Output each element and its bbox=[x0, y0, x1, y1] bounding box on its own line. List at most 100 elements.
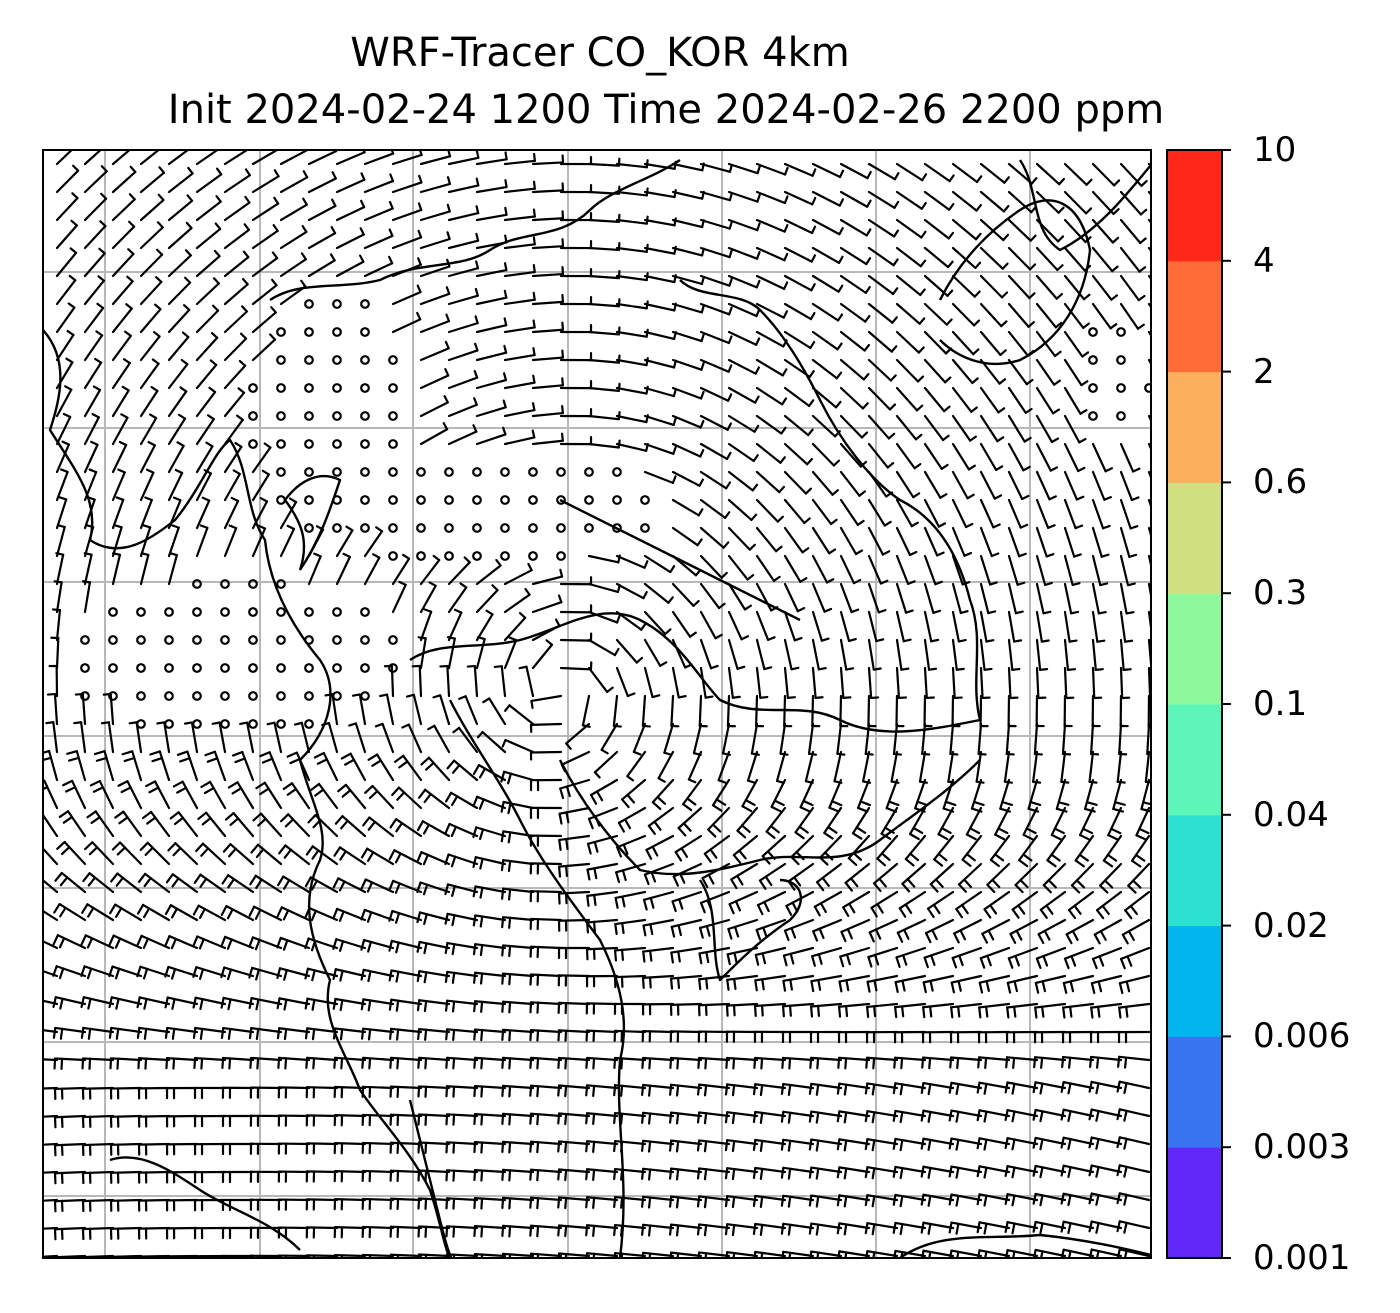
wind-barb bbox=[976, 1109, 1011, 1123]
wind-barb bbox=[420, 756, 451, 782]
wind-barb bbox=[810, 1002, 843, 1018]
wind-barb bbox=[1107, 806, 1123, 841]
wind-barb bbox=[80, 996, 115, 1010]
wind-barb bbox=[671, 498, 704, 517]
wind-barb bbox=[305, 1170, 339, 1183]
wind-barb bbox=[949, 1249, 983, 1258]
calm-circle bbox=[500, 467, 510, 477]
wind-barb bbox=[728, 890, 759, 915]
wind-barb bbox=[670, 946, 703, 964]
wind-barb bbox=[641, 1195, 675, 1209]
wind-barb bbox=[1091, 246, 1119, 273]
wind-barb bbox=[503, 291, 536, 306]
wind-barb bbox=[444, 941, 479, 956]
wind-barb bbox=[307, 253, 336, 278]
wind-barb bbox=[839, 274, 871, 294]
colorbar-segment bbox=[1167, 150, 1222, 262]
wind-barb bbox=[1035, 274, 1064, 300]
wind-barb bbox=[53, 580, 63, 614]
wind-barb bbox=[503, 319, 536, 334]
wind-barb bbox=[501, 1252, 535, 1258]
wind-barb bbox=[55, 440, 71, 474]
wind-barb bbox=[83, 247, 106, 278]
wind-barb bbox=[923, 246, 954, 269]
wind-barb bbox=[503, 236, 536, 250]
wind-barb bbox=[417, 788, 451, 810]
wind-barb bbox=[1119, 554, 1136, 587]
wind-barb bbox=[279, 497, 298, 530]
wind-barb bbox=[279, 150, 309, 166]
wind-barb bbox=[864, 1166, 899, 1180]
calm-circle bbox=[192, 635, 202, 645]
wind-barb bbox=[167, 150, 190, 166]
wind-barb bbox=[559, 604, 593, 614]
coastline-inland1 bbox=[559, 498, 801, 622]
calm-circle bbox=[136, 635, 146, 645]
wind-barb bbox=[921, 1056, 955, 1070]
wind-barb bbox=[613, 1029, 647, 1043]
wind-barb bbox=[332, 997, 367, 1012]
calm-circle bbox=[332, 439, 342, 449]
wind-barb bbox=[447, 556, 471, 586]
wind-barb bbox=[1121, 918, 1151, 945]
wind-barb bbox=[948, 1165, 983, 1179]
wind-barb bbox=[417, 1085, 451, 1098]
wind-barb bbox=[669, 1002, 703, 1016]
wind-barb bbox=[249, 1086, 283, 1099]
wind-barb bbox=[979, 442, 1004, 472]
wind-barb bbox=[324, 693, 339, 726]
wind-barb bbox=[1140, 778, 1151, 813]
wind-barb bbox=[136, 903, 171, 922]
wind-barb bbox=[641, 1111, 675, 1125]
wind-barb bbox=[394, 754, 423, 782]
chart-subtitle: Init 2024-02-24 1200 Time 2024-02-26 220… bbox=[167, 87, 1165, 133]
wind-barb bbox=[192, 996, 227, 1011]
wind-barb bbox=[172, 780, 199, 810]
wind-barb bbox=[46, 692, 59, 726]
wind-barb bbox=[139, 496, 153, 530]
wind-barb bbox=[923, 582, 942, 614]
wind-barb bbox=[699, 470, 732, 490]
wind-barb bbox=[335, 150, 366, 166]
wind-barb bbox=[279, 524, 296, 558]
wind-barb bbox=[730, 862, 759, 890]
wind-barb bbox=[139, 193, 165, 222]
wind-barb bbox=[923, 470, 948, 499]
wind-barb bbox=[1119, 638, 1132, 671]
wind-barb bbox=[780, 1138, 815, 1152]
wind-barb bbox=[979, 386, 1006, 414]
wind-barb bbox=[139, 552, 150, 586]
wind-barb bbox=[727, 470, 759, 492]
wind-barb bbox=[557, 1084, 591, 1098]
wind-barb bbox=[1118, 974, 1151, 995]
wind-barb bbox=[444, 999, 479, 1013]
wind-barb bbox=[976, 1165, 1011, 1179]
wind-barb bbox=[783, 610, 803, 642]
wind-barb bbox=[669, 1030, 703, 1043]
wind-barb bbox=[417, 636, 427, 670]
wind-barb bbox=[643, 554, 676, 574]
wind-barb bbox=[755, 442, 786, 464]
wind-barb bbox=[1063, 414, 1087, 444]
wind-barb bbox=[360, 1027, 395, 1041]
wind-barb bbox=[503, 636, 518, 670]
wind-barb bbox=[445, 1085, 479, 1098]
wind-barb bbox=[613, 1251, 647, 1258]
wind-barb bbox=[165, 1142, 199, 1156]
calm-circle bbox=[108, 635, 118, 645]
wind-barb bbox=[809, 1056, 843, 1070]
wind-barb bbox=[755, 246, 789, 262]
wind-barb bbox=[141, 810, 171, 838]
wind-barb bbox=[83, 440, 99, 474]
wind-barb bbox=[951, 330, 980, 356]
calm-circle bbox=[556, 467, 566, 477]
wind-barb bbox=[445, 1197, 479, 1210]
wind-barb bbox=[641, 1167, 675, 1181]
wind-barb bbox=[924, 918, 955, 944]
wind-barb bbox=[892, 1137, 927, 1152]
wind-barb bbox=[223, 414, 244, 446]
wind-barb bbox=[926, 890, 955, 919]
wind-barb bbox=[725, 1002, 759, 1017]
wind-barb bbox=[475, 317, 508, 334]
wind-barb bbox=[717, 750, 731, 784]
